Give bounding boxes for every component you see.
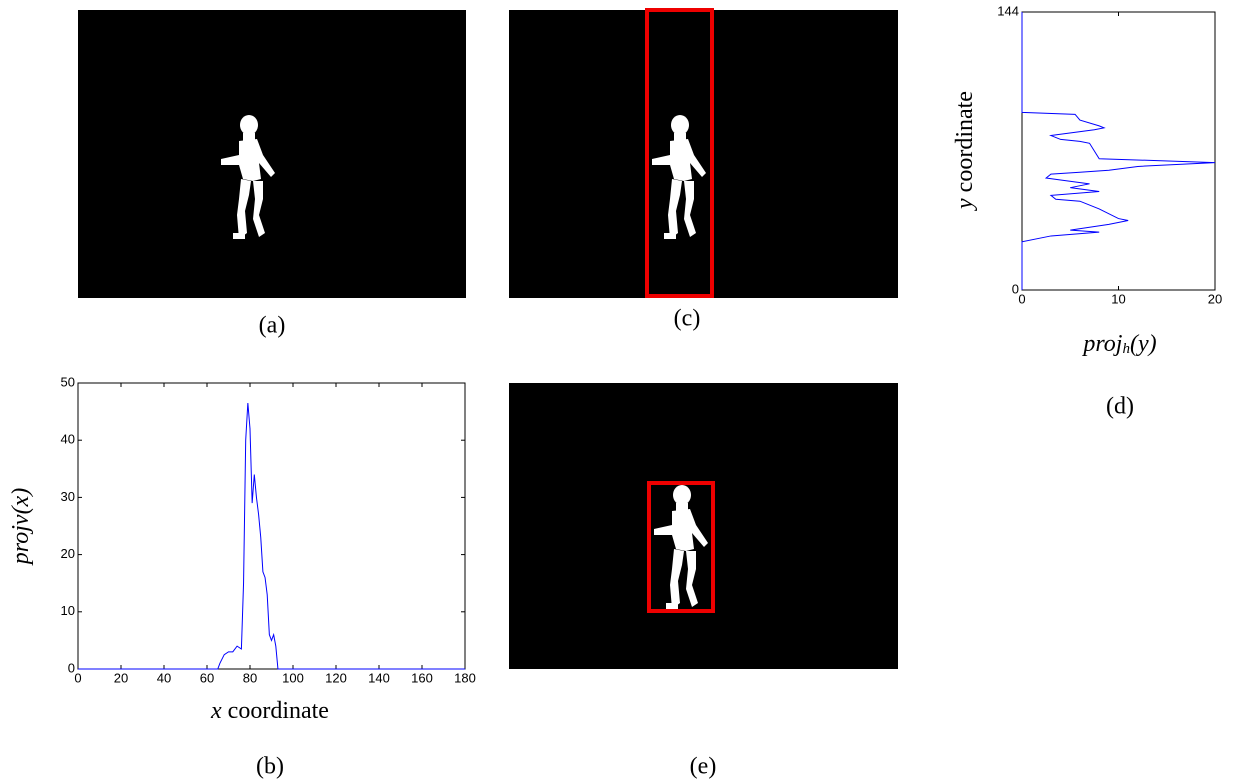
x-axis-label: projh(y): [1081, 331, 1156, 358]
x-axis-label-part: h: [1122, 341, 1130, 357]
image-c: [509, 10, 898, 298]
y-tick-label: 144: [997, 3, 1019, 18]
x-tick-label: 140: [368, 670, 390, 685]
y-axis-label-rest: coordinate: [952, 91, 978, 198]
y-axis-label-var: y: [952, 198, 978, 211]
x-tick-label: 20: [114, 670, 128, 685]
y-axis-label: projv(x): [8, 488, 34, 566]
x-tick-label: 10: [1111, 291, 1125, 306]
y-tick-label: 30: [61, 489, 75, 504]
x-tick-label: 100: [282, 670, 304, 685]
plot-frame: [77, 382, 466, 670]
caption: (c): [674, 306, 701, 332]
y-tick-label: 10: [61, 603, 75, 618]
y-tick-label: 40: [61, 432, 75, 447]
caption: (b): [256, 754, 284, 780]
image-e: [509, 383, 898, 669]
x-tick-label: 80: [243, 670, 257, 685]
x-axis-label-part: proj: [1081, 331, 1122, 357]
x-tick-label: 160: [411, 670, 433, 685]
caption: (d): [1106, 394, 1134, 420]
y-axis-label-text: y coordinate: [952, 91, 978, 211]
x-axis-label-rest: coordinate: [222, 698, 329, 724]
x-tick-label: 20: [1208, 291, 1222, 306]
x-tick-label: 0: [1018, 291, 1025, 306]
y-tick-label: 0: [1012, 281, 1019, 296]
bounding-strip: [645, 8, 714, 298]
caption: (e): [690, 754, 717, 780]
y-axis-label-text: projv(x): [8, 488, 34, 566]
y-tick-label: 50: [61, 374, 75, 389]
x-tick-label: 40: [157, 670, 171, 685]
image-a: [78, 10, 466, 298]
x-axis-label-part: (y): [1130, 331, 1157, 357]
x-tick-label: 60: [200, 670, 214, 685]
y-tick-label: 0: [68, 660, 75, 675]
bounding-box: [647, 481, 715, 613]
y-tick-label: 20: [61, 546, 75, 561]
caption: (a): [259, 313, 286, 339]
x-tick-label: 0: [74, 670, 81, 685]
plot-frame: [1021, 11, 1216, 291]
y-axis-label: y coordinate: [952, 91, 978, 211]
data-line: [78, 402, 465, 670]
x-axis-label: x coordinate: [210, 698, 329, 724]
x-axis-label-text: x coordinate: [210, 698, 329, 724]
x-axis-label-var: x: [210, 698, 222, 724]
x-tick-label: 180: [454, 670, 476, 685]
data-line: [1021, 12, 1216, 290]
x-tick-label: 120: [325, 670, 347, 685]
